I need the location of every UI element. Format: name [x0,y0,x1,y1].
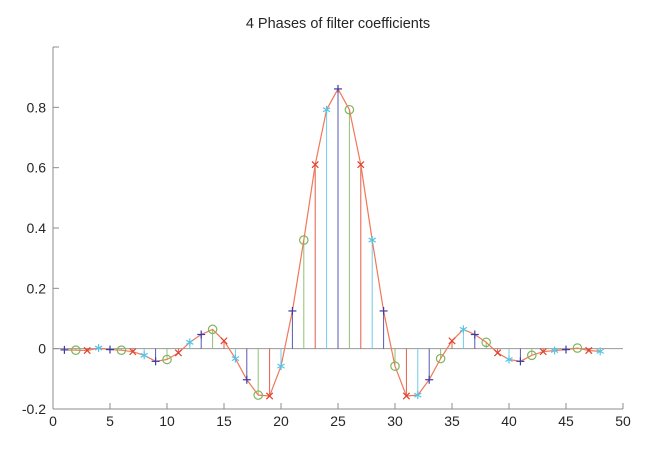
ticks-layer: 0 5 10 15 20 25 30 35 40 45 50-0.200.20.40.60.8 [22,46,631,429]
marker-asterisk [414,391,422,400]
marker-circle [481,337,491,348]
x-tick-label: 10 [159,413,175,429]
chart-title: 4 Phases of filter coefficients [246,16,430,32]
marker-plus [197,330,206,339]
marker-circle [526,350,537,361]
marker-circle [390,361,400,371]
marker-plus [151,357,160,366]
marker-asterisk [505,355,513,364]
y-tick-label: 0 [38,341,46,357]
marker-circle [344,104,355,115]
marker-asterisk [550,346,559,355]
y-tick-label: 0.8 [27,99,47,115]
markers-layer [60,84,604,400]
marker-asterisk [322,105,331,114]
marker-circle [71,345,81,355]
marker-circle [253,390,264,400]
x-tick-label: 5 [106,413,114,429]
marker-plus [516,357,525,366]
marker-circle [116,345,127,355]
marker-circle [298,235,309,245]
marker-asterisk [231,354,240,363]
marker-cross [220,337,228,345]
x-tick-label: 50 [615,413,631,429]
marker-asterisk [140,351,148,360]
curve-layer [64,88,601,397]
x-tick-label: 30 [387,413,403,429]
x-tick-label: 15 [216,413,232,429]
marker-cross [83,346,91,355]
marker-cross [402,392,411,400]
marker-circle [207,324,218,335]
x-tick-label: 25 [330,413,346,429]
marker-cross [585,346,593,355]
y-tick-label: 0.2 [27,280,47,296]
marker-plus [379,306,388,315]
marker-plus [106,345,114,354]
x-tick-label: 35 [444,413,460,429]
x-tick-label: 40 [501,413,517,429]
marker-asterisk [186,338,194,347]
marker-plus [470,330,479,339]
marker-plus [60,345,69,354]
stems-layer [63,88,601,397]
y-tick-label: -0.2 [22,401,46,417]
marker-asterisk [459,325,468,334]
marker-cross [311,161,319,169]
marker-asterisk [368,236,376,245]
y-tick-label: 0.6 [27,160,47,176]
marker-cross [493,349,502,357]
marker-plus [288,306,297,315]
x-tick-label: 45 [558,413,574,429]
marker-cross [357,161,365,169]
x-tick-label: 0 [49,413,57,429]
marker-plus [562,345,570,354]
marker-plus [242,375,251,384]
marker-cross [539,348,547,356]
marker-cross [448,337,456,345]
marker-asterisk [596,347,604,356]
impulse-response-curve [64,88,601,397]
marker-plus [425,375,434,384]
marker-circle [162,354,172,365]
marker-cross [129,348,137,356]
y-tick-label: 0.4 [27,220,47,236]
marker-asterisk [94,344,103,353]
marker-plus [334,84,342,93]
marker-circle [572,343,583,353]
marker-cross [174,349,183,357]
marker-cross [265,392,274,400]
marker-asterisk [277,362,285,371]
x-tick-label: 20 [273,413,289,429]
marker-circle [435,353,446,364]
